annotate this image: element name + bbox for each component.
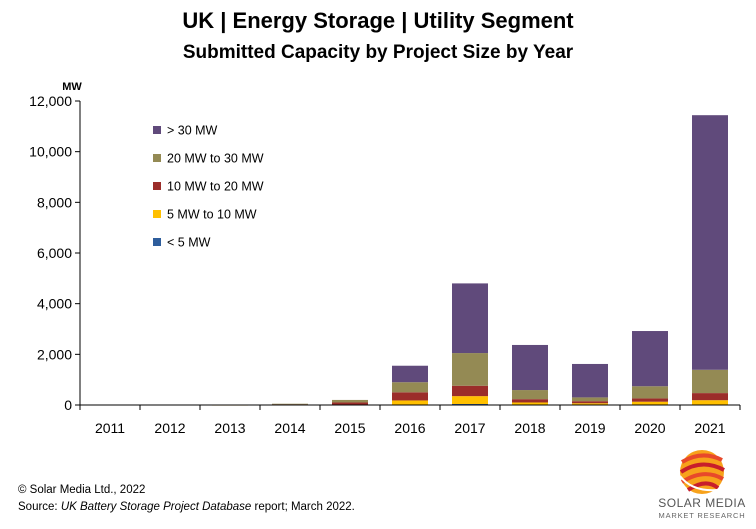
bar-2016-series-4 — [392, 365, 428, 383]
x-tick-label: 2011 — [95, 420, 125, 436]
bar-2017-series-2 — [452, 385, 488, 397]
bar-2021-series-1 — [692, 400, 728, 405]
bar-2015-series-3 — [332, 399, 368, 403]
x-tick-label: 2017 — [454, 420, 485, 436]
y-axis-unit-label: MW — [62, 81, 82, 93]
source-prefix: Source: — [18, 501, 61, 513]
bar-2020-series-3 — [632, 386, 668, 399]
legend-label: > 30 MW — [167, 124, 218, 138]
bar-2017-series-4 — [452, 283, 488, 354]
bar-2020-series-2 — [632, 398, 668, 402]
legend-label: 5 MW to 10 MW — [167, 208, 257, 222]
logo-stripe — [680, 472, 725, 484]
bars-layer — [212, 115, 728, 406]
x-tick-label: 2018 — [514, 420, 545, 436]
x-tick-label: 2012 — [154, 420, 185, 436]
bar-2021-series-4 — [692, 115, 728, 370]
legend-swatch — [153, 238, 161, 246]
logo-stripe — [680, 453, 723, 464]
bar-2021-series-2 — [692, 393, 728, 401]
bar-2018-series-2 — [512, 399, 548, 403]
bar-2020-series-1 — [632, 401, 668, 405]
bar-2019-series-2 — [572, 401, 608, 404]
bar-2021-series-3 — [692, 369, 728, 394]
solar-media-logo: SOLAR MEDIA MARKET RESEARCH — [648, 446, 756, 526]
logo-name: SOLAR MEDIA — [658, 496, 746, 510]
legend-swatch — [153, 182, 161, 190]
y-tick-label: 2,000 — [37, 346, 72, 362]
legend-label: < 5 MW — [167, 236, 211, 250]
bar-2016-series-2 — [392, 392, 428, 401]
x-tick-label: 2013 — [214, 420, 245, 436]
source-text: Source: UK Battery Storage Project Datab… — [18, 501, 355, 513]
logo-swoosh — [679, 475, 719, 492]
legend: > 30 MW 20 MW to 30 MW 10 MW to 20 MW 5 MW … — [153, 124, 264, 250]
y-tick-label: 0 — [64, 397, 72, 413]
logo-tagline: MARKET RESEARCH — [658, 511, 746, 520]
legend-label: 10 MW to 20 MW — [167, 180, 264, 194]
chart-title: UK | Energy Storage | Utility Segment — [182, 8, 574, 33]
bar-2017-series-1 — [452, 396, 488, 404]
bar-2017-series-3 — [452, 353, 488, 386]
y-tick-label: 6,000 — [37, 245, 72, 261]
bar-2019-series-4 — [572, 363, 608, 398]
y-tick-label: 8,000 — [37, 194, 72, 210]
bar-2019-series-1 — [572, 403, 608, 405]
bar-2016-series-3 — [392, 382, 428, 393]
bar-2018-series-3 — [512, 390, 548, 400]
logo-globe-icon — [679, 450, 725, 494]
chart-subtitle: Submitted Capacity by Project Size by Ye… — [182, 42, 574, 63]
y-tick-label: 12,000 — [29, 93, 72, 109]
y-tick-label: 4,000 — [37, 296, 72, 312]
bar-2018-series-4 — [512, 344, 548, 391]
y-tick-label: 10,000 — [29, 144, 72, 160]
legend-label: 20 MW to 30 MW — [167, 152, 264, 166]
source-suffix: report; March 2022. — [251, 501, 355, 513]
x-tick-label: 2016 — [394, 420, 425, 436]
logo-stripe — [679, 462, 725, 474]
copyright-text: © Solar Media Ltd., 2022 — [18, 484, 146, 496]
x-tick-label: 2020 — [634, 420, 665, 436]
legend-swatch — [153, 210, 161, 218]
bar-2018-series-1 — [512, 402, 548, 405]
bar-2015-series-2 — [332, 402, 368, 405]
stacked-bar-chart: 2011 2012 2013 2014 2015 2016 2017 2018 2019 2020… — [29, 81, 741, 436]
bar-2017-series-0 — [452, 403, 488, 405]
bar-2019-series-3 — [572, 397, 608, 402]
source-report-name: UK Battery Storage Project Database — [60, 501, 252, 513]
x-tick-label: 2021 — [694, 420, 725, 436]
legend-swatch — [153, 126, 161, 134]
x-tick-label: 2014 — [274, 420, 305, 436]
axes-layer: 2011 2012 2013 2014 2015 2016 2017 2018 2019 2020… — [29, 81, 741, 436]
logo-stripe — [686, 481, 720, 492]
bar-2020-series-4 — [632, 331, 668, 387]
legend-swatch — [153, 154, 161, 162]
x-tick-label: 2015 — [334, 420, 365, 436]
bar-2014-series-3 — [272, 403, 308, 405]
x-tick-label: 2019 — [574, 420, 605, 436]
bar-2016-series-1 — [392, 400, 428, 405]
